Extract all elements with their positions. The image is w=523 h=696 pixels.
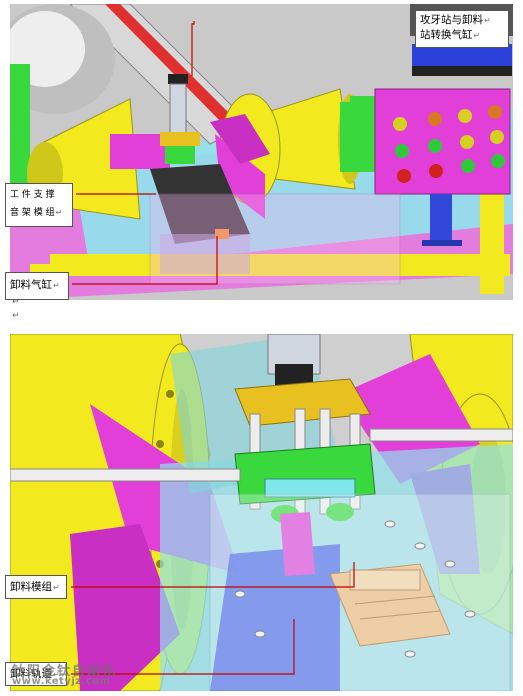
unload-module-detail-figure [10, 334, 513, 691]
tapping-station-callout: 攻牙站与卸料↵ 站转换气缸↵ [415, 10, 509, 48]
para-mark: ↵ [484, 16, 491, 25]
site-watermark: www.ketyjz.com [12, 676, 111, 687]
para-mark: ↵ [53, 583, 60, 592]
para-mark: ↵ [53, 670, 60, 679]
para-mark: ↵ [12, 311, 20, 321]
unload-cylinder-label: 卸料气缸 [10, 279, 52, 291]
tapping-station-label-line1: 攻牙站与卸料 [420, 14, 483, 26]
para-mark: ↵ [473, 31, 481, 40]
para-mark: ↵ [55, 208, 63, 217]
unload-module-label: 卸料模组 [10, 581, 52, 593]
unload-module-callout: 卸料模组↵ [5, 575, 67, 599]
workpiece-support-callout: 工 件 支 撑 音 架 模 组↵ [5, 183, 73, 227]
workpiece-support-label-line2: 音 架 模 组 [10, 208, 55, 218]
unload-rail-callout: 卸料轨道↵ [5, 662, 67, 686]
workpiece-support-label-line1: 工 件 支 撑 [10, 190, 55, 200]
machine-overview-figure [10, 4, 513, 300]
unload-rail-label: 卸料轨道 [10, 668, 52, 680]
tapping-station-label-line2: 站转换气缸 [420, 29, 473, 41]
unload-cylinder-callout: 卸料气缸↵ [5, 272, 69, 300]
para-mark: ↵ [53, 281, 60, 290]
company-watermark: 钛阳金钛自动化 [12, 664, 118, 679]
para-mark: ↵ [12, 297, 20, 307]
unload-module-detail-render [10, 334, 513, 691]
machine-overview-render [10, 4, 513, 300]
